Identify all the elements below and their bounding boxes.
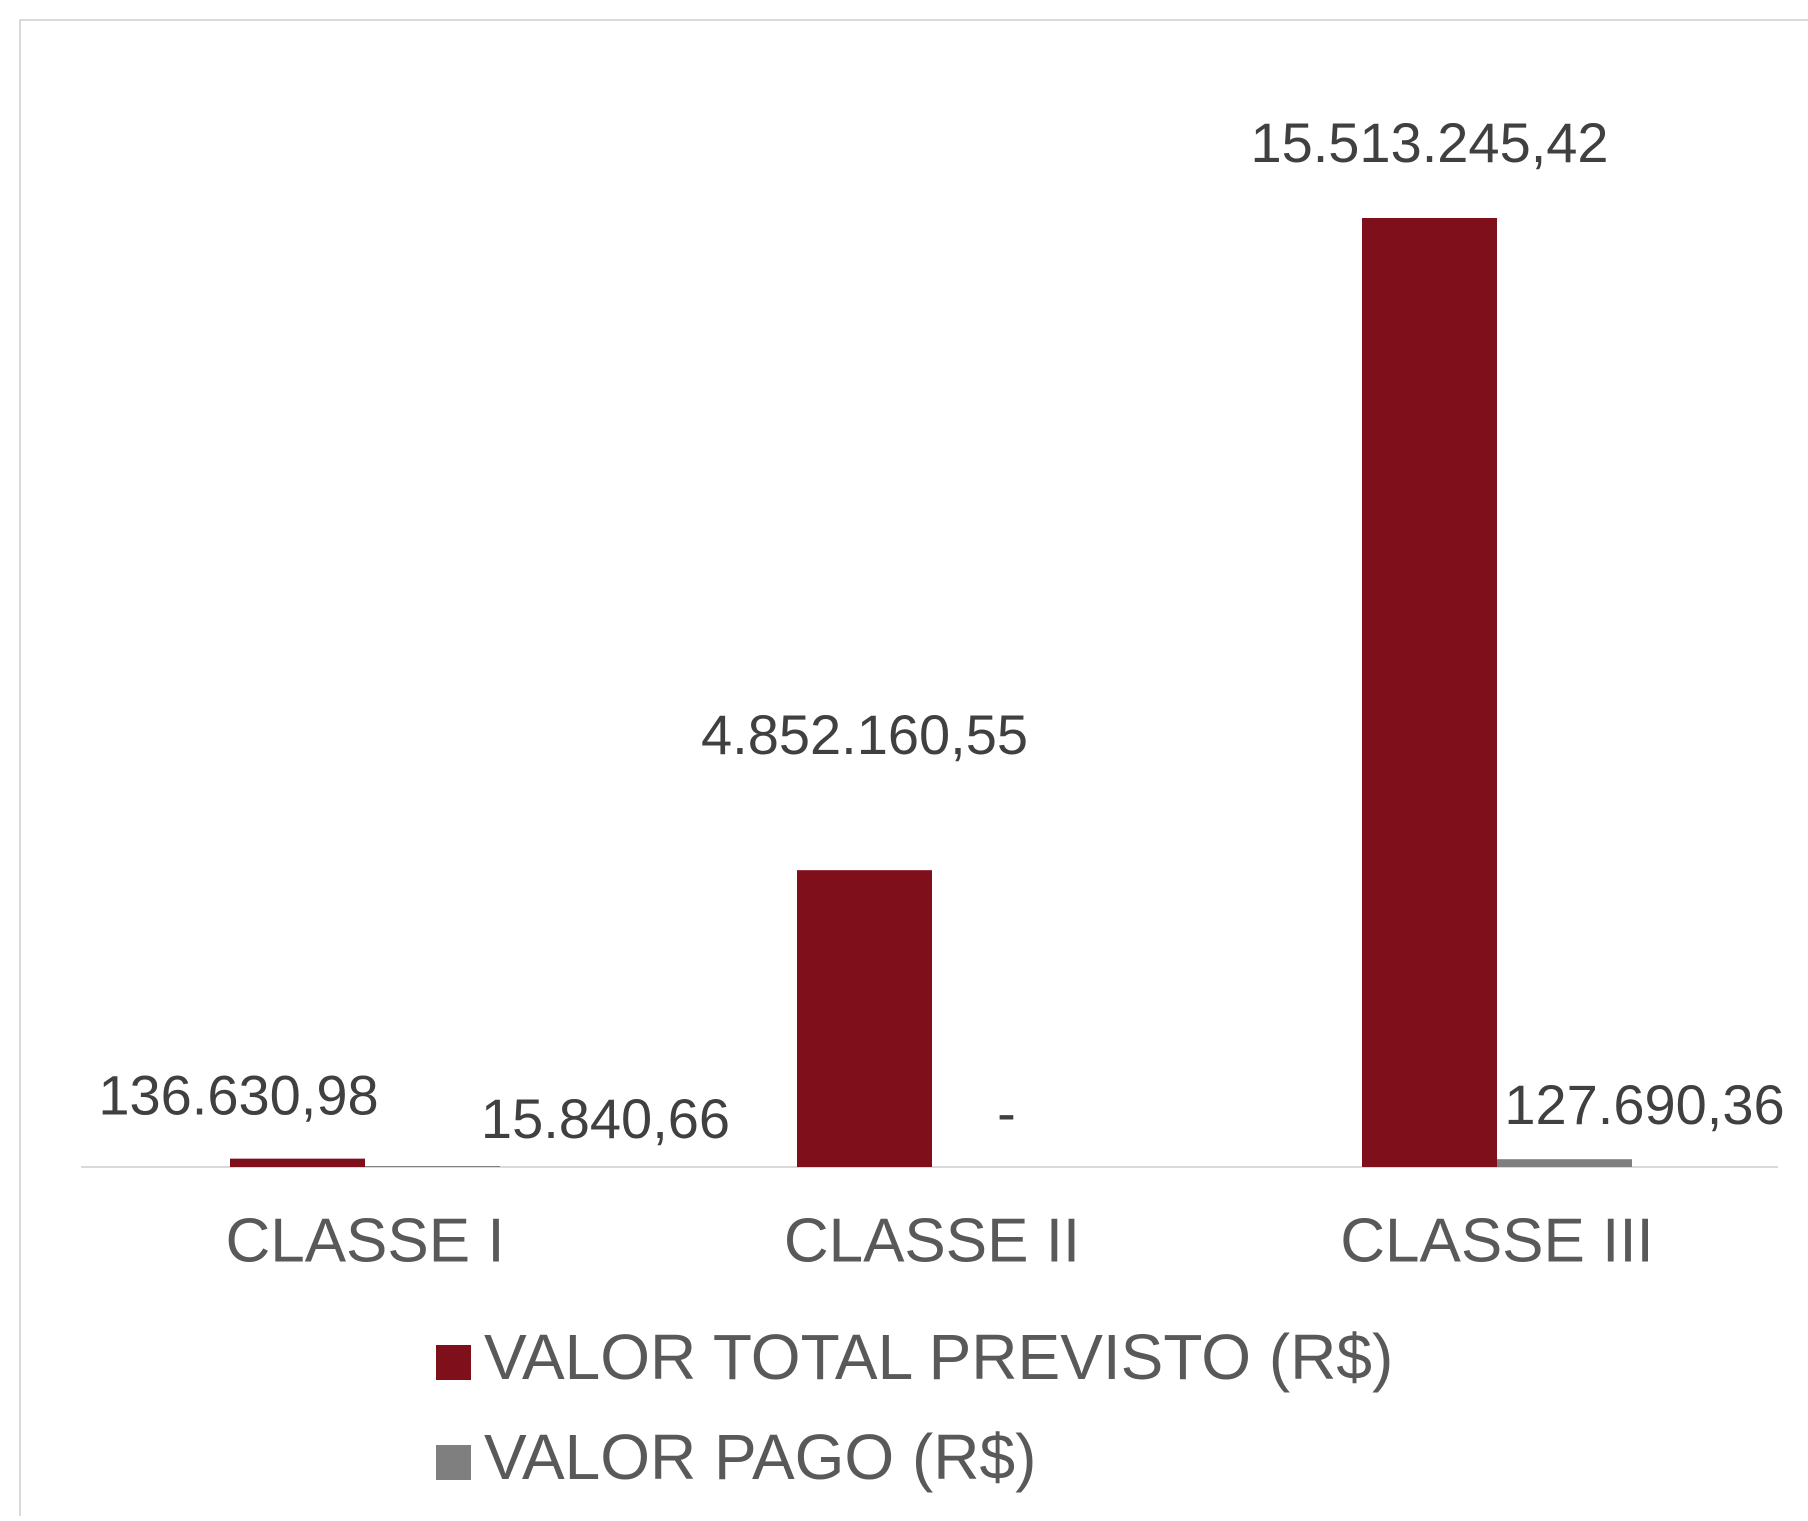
x-tick-label: CLASSE II: [784, 1206, 1080, 1275]
legend-swatch: [436, 1345, 471, 1380]
data-label: 15.513.245,42: [1250, 111, 1608, 174]
data-label: 127.690,36: [1504, 1073, 1784, 1136]
data-label: 136.630,98: [98, 1063, 378, 1126]
chart-frame: [19, 19, 1808, 1521]
data-label: 4.852.160,55: [701, 703, 1028, 766]
legend-swatch: [436, 1445, 471, 1480]
bar: [1362, 218, 1497, 1167]
data-label: 15.840,66: [481, 1087, 730, 1150]
legend-label: VALOR PAGO (R$): [484, 1421, 1036, 1493]
bar: [797, 870, 932, 1167]
bar: [230, 1158, 365, 1167]
data-label: -: [997, 1081, 1016, 1144]
x-tick-label: CLASSE I: [225, 1206, 504, 1275]
bar: [365, 1166, 500, 1167]
bar: [1497, 1159, 1632, 1167]
legend-label: VALOR TOTAL PREVISTO (R$): [484, 1321, 1393, 1393]
x-tick-label: CLASSE III: [1340, 1206, 1654, 1275]
